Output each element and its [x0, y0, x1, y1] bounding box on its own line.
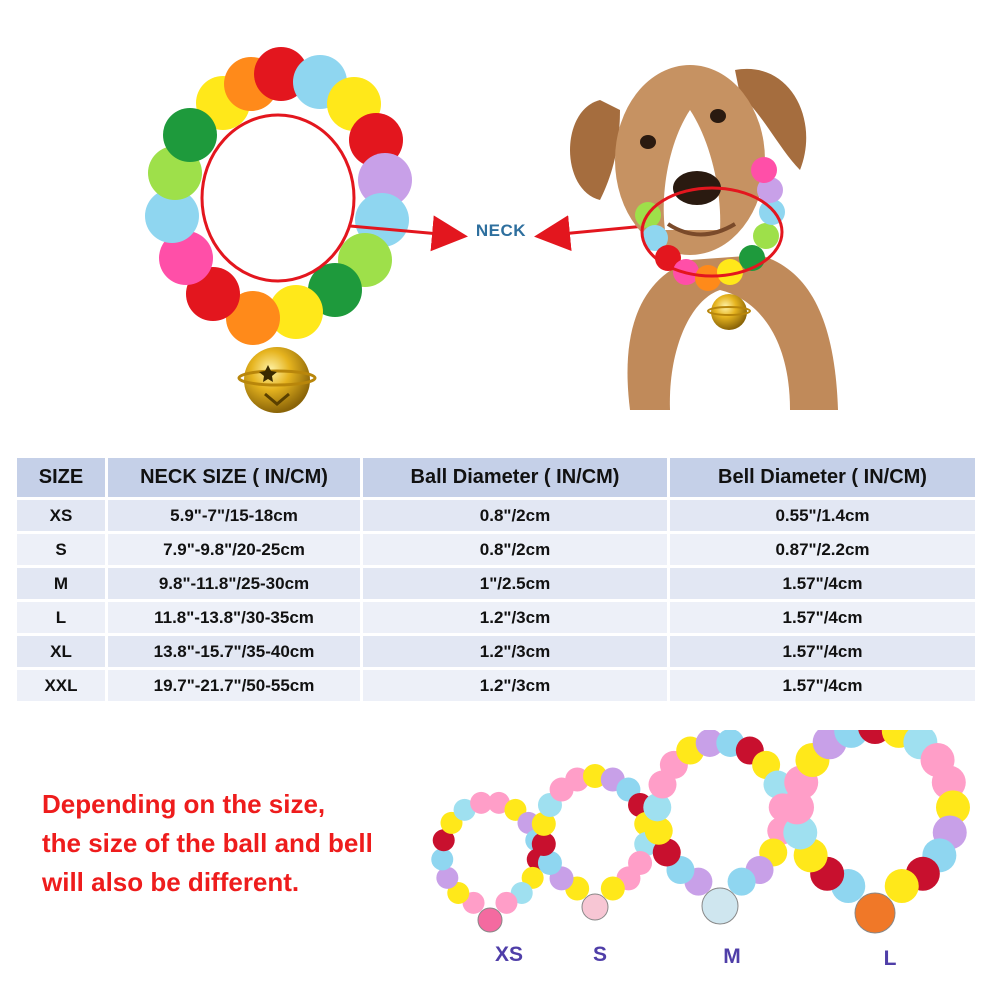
- cell-size: XL: [17, 636, 105, 667]
- pompom: [487, 791, 510, 814]
- cell-neck-size: 9.8"-11.8"/25-30cm: [108, 568, 360, 599]
- arrow-left: [534, 215, 646, 252]
- pompom: [834, 730, 869, 748]
- sample-collar: [531, 764, 659, 921]
- pompom: [600, 876, 625, 901]
- neck-outline: [200, 113, 356, 283]
- cell-neck-size: 11.8"-13.8"/30-35cm: [108, 602, 360, 633]
- pompom: [652, 838, 681, 867]
- cell-ball-diameter: 0.8"/2cm: [363, 500, 667, 531]
- pompom: [495, 891, 518, 914]
- pompom: [565, 767, 590, 792]
- pompom: [431, 848, 454, 871]
- sample-collar: [643, 730, 797, 925]
- note-line: Depending on the size,: [42, 789, 326, 819]
- pompom: [783, 815, 818, 850]
- cell-ball-diameter: 1.2"/3cm: [363, 670, 667, 701]
- cell-bell-diameter: 1.57"/4cm: [670, 568, 975, 599]
- size-note: Depending on the size, the size of the b…: [42, 785, 442, 902]
- pompom: [644, 816, 673, 845]
- cell-size: M: [17, 568, 105, 599]
- pompom: [432, 829, 455, 852]
- bell-icon: [581, 893, 609, 921]
- note-line: the size of the ball and bell: [42, 828, 373, 858]
- size-label-m: M: [723, 945, 741, 968]
- size-label-xs: XS: [494, 943, 523, 966]
- note-line: will also be different.: [42, 867, 300, 897]
- table-row: L 11.8"-13.8"/30-35cm 1.2"/3cm 1.57"/4cm: [17, 602, 975, 633]
- table-row: S 7.9"-9.8"/20-25cm 0.8"/2cm 0.87"/2.2cm: [17, 534, 975, 565]
- cell-size: XS: [17, 500, 105, 531]
- pompom: [935, 790, 970, 825]
- size-label-l: L: [883, 947, 897, 970]
- pompom: [695, 730, 724, 757]
- cell-neck-size: 13.8"-15.7"/35-40cm: [108, 636, 360, 667]
- pompom: [521, 866, 544, 889]
- cell-size: L: [17, 602, 105, 633]
- table-row: XXL 19.7"-21.7"/50-55cm 1.2"/3cm 1.57"/4…: [17, 670, 975, 701]
- bell-icon: [854, 892, 896, 934]
- cell-size: XXL: [17, 670, 105, 701]
- pompom: [447, 882, 470, 905]
- header-ball-diameter: Ball Diameter ( IN/CM): [363, 458, 667, 497]
- header-neck-size: NECK SIZE ( IN/CM): [108, 458, 360, 497]
- neck-label: NECK: [475, 221, 527, 240]
- bell-icon: [701, 887, 739, 925]
- cell-bell-diameter: 0.55"/1.4cm: [670, 500, 975, 531]
- bell-icon: [237, 347, 317, 413]
- table-header-row: SIZE NECK SIZE ( IN/CM) Ball Diameter ( …: [17, 458, 975, 497]
- cell-ball-diameter: 1.2"/3cm: [363, 602, 667, 633]
- size-comparison-collars: [431, 730, 970, 934]
- cell-neck-size: 5.9"-7"/15-18cm: [108, 500, 360, 531]
- dog-photo: [570, 65, 838, 410]
- cell-neck-size: 7.9"-9.8"/20-25cm: [108, 534, 360, 565]
- cell-size: S: [17, 534, 105, 565]
- header-bell-diameter: Bell Diameter ( IN/CM): [670, 458, 975, 497]
- dog-bell-icon: [707, 294, 751, 330]
- table-row: XL 13.8"-15.7"/35-40cm 1.2"/3cm 1.57"/4c…: [17, 636, 975, 667]
- pompom-collar: [145, 47, 412, 413]
- table-row: XS 5.9"-7"/15-18cm 0.8"/2cm 0.55"/1.4cm: [17, 500, 975, 531]
- collar-and-dog-illustration: [145, 47, 838, 413]
- sample-collar: [431, 791, 549, 933]
- pompom: [470, 791, 493, 814]
- cell-bell-diameter: 1.57"/4cm: [670, 636, 975, 667]
- pompom: [531, 811, 556, 836]
- bell-icon: [477, 907, 503, 933]
- table-row: M 9.8"-11.8"/25-30cm 1"/2.5cm 1.57"/4cm: [17, 568, 975, 599]
- pompom: [727, 867, 756, 896]
- cell-bell-diameter: 0.87"/2.2cm: [670, 534, 975, 565]
- pompom: [531, 832, 556, 857]
- pompom: [453, 798, 476, 821]
- header-size: SIZE: [17, 458, 105, 497]
- cell-ball-diameter: 1"/2.5cm: [363, 568, 667, 599]
- cell-neck-size: 19.7"-21.7"/50-55cm: [108, 670, 360, 701]
- pompom: [763, 770, 792, 799]
- pompom: [643, 793, 672, 822]
- pompom: [884, 869, 919, 904]
- cell-ball-diameter: 1.2"/3cm: [363, 636, 667, 667]
- cell-bell-diameter: 1.57"/4cm: [670, 670, 975, 701]
- size-chart-table: SIZE NECK SIZE ( IN/CM) Ball Diameter ( …: [14, 455, 978, 704]
- pompom: [436, 866, 459, 889]
- pompom: [583, 764, 607, 788]
- pompom: [537, 850, 562, 875]
- arrow-right: [349, 215, 468, 252]
- cell-ball-diameter: 0.8"/2cm: [363, 534, 667, 565]
- sample-collar: [780, 730, 970, 934]
- cell-bell-diameter: 1.57"/4cm: [670, 602, 975, 633]
- size-label-s: S: [592, 943, 607, 966]
